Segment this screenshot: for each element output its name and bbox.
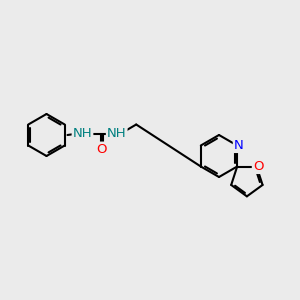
- Text: N: N: [234, 139, 244, 152]
- Text: O: O: [253, 160, 263, 173]
- Text: O: O: [96, 142, 106, 156]
- Text: NH: NH: [73, 127, 92, 140]
- Text: NH: NH: [107, 127, 127, 140]
